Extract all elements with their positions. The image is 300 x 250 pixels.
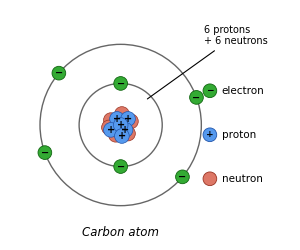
Circle shape <box>118 122 133 137</box>
Circle shape <box>121 112 135 126</box>
Circle shape <box>113 118 128 132</box>
Text: −: − <box>192 92 200 102</box>
Text: −: − <box>178 172 187 182</box>
Circle shape <box>114 76 128 90</box>
Circle shape <box>52 66 66 80</box>
Text: −: − <box>55 68 63 78</box>
Circle shape <box>115 107 129 121</box>
Text: +: + <box>206 130 214 139</box>
Text: +: + <box>107 125 115 135</box>
Circle shape <box>102 120 116 135</box>
Circle shape <box>38 146 52 160</box>
Circle shape <box>103 113 118 128</box>
Text: proton: proton <box>222 130 256 140</box>
Circle shape <box>190 90 203 104</box>
Circle shape <box>114 160 128 173</box>
Text: +: + <box>113 114 121 124</box>
Text: +: + <box>124 114 132 124</box>
Circle shape <box>176 170 189 184</box>
Text: −: − <box>117 162 125 172</box>
Text: +: + <box>118 131 126 141</box>
Circle shape <box>124 114 138 129</box>
Circle shape <box>203 128 217 141</box>
Circle shape <box>110 112 124 126</box>
Circle shape <box>203 84 217 98</box>
Text: −: − <box>41 148 49 158</box>
Text: −: − <box>206 86 214 95</box>
Text: 6 protons
+ 6 neutrons: 6 protons + 6 neutrons <box>147 25 268 99</box>
Circle shape <box>108 128 123 142</box>
Text: +: + <box>117 120 125 130</box>
Text: −: − <box>117 78 125 88</box>
Circle shape <box>203 172 217 186</box>
Circle shape <box>121 126 135 141</box>
Circle shape <box>115 129 129 143</box>
Text: Carbon atom: Carbon atom <box>82 226 159 239</box>
Circle shape <box>103 122 118 137</box>
Text: +: + <box>122 125 130 135</box>
Text: neutron: neutron <box>222 174 262 184</box>
Text: electron: electron <box>222 86 264 96</box>
